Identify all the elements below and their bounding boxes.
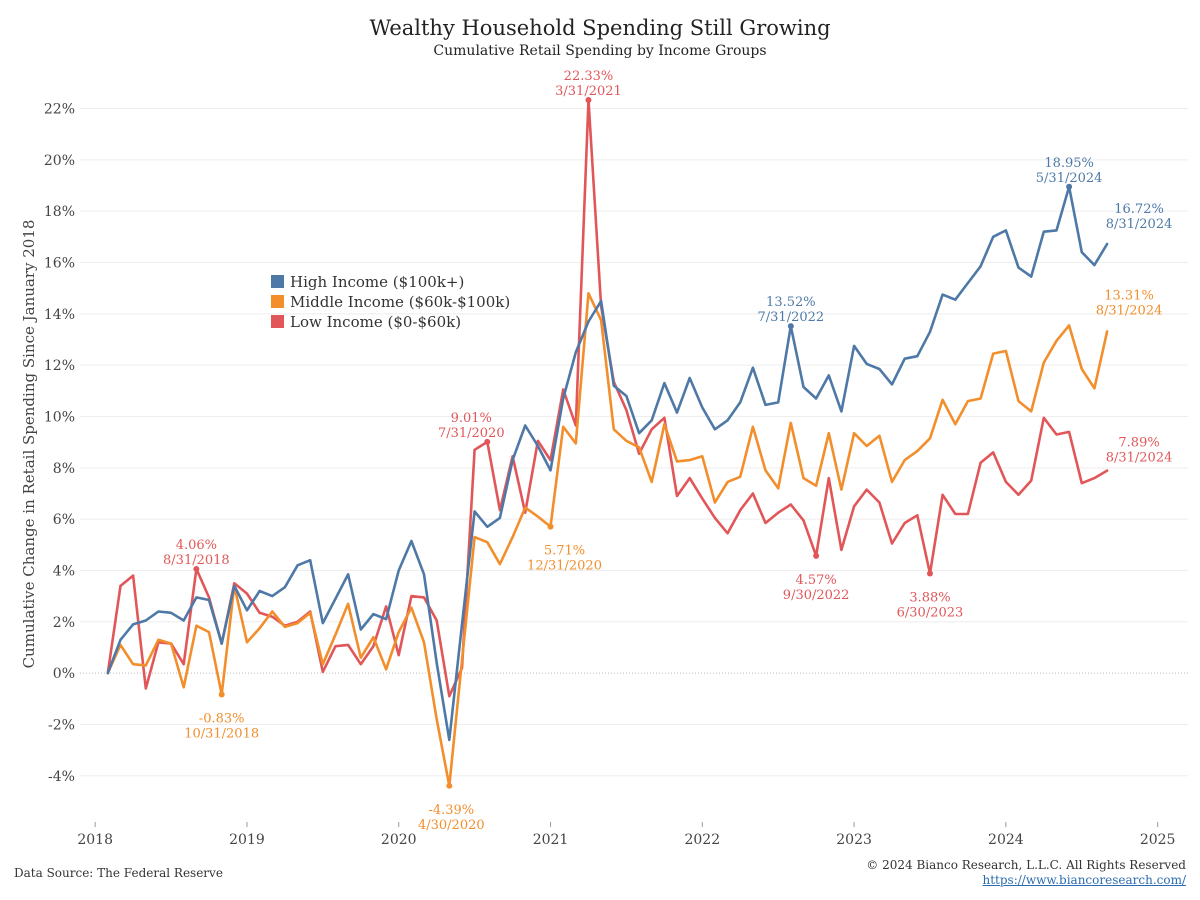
annotation-label: 16.72% 8/31/2024 — [1106, 202, 1173, 232]
annotation-point — [446, 782, 453, 789]
series-lines — [106, 98, 1109, 788]
copyright-text: © 2024 Bianco Research, L.L.C. All Right… — [866, 858, 1186, 872]
y-tick-label: 10% — [44, 409, 75, 425]
annotation-point — [218, 691, 225, 698]
y-tick-label: 4% — [53, 563, 75, 579]
y-tick-label: 18% — [44, 204, 75, 220]
legend-swatch — [271, 275, 284, 288]
annotation-label: 7.89% 8/31/2024 — [1106, 436, 1173, 466]
y-tick-label: 2% — [53, 615, 75, 631]
annotation-label: 13.31% 8/31/2024 — [1096, 289, 1163, 319]
x-tick-label: 2024 — [988, 832, 1024, 848]
legend-swatch — [271, 295, 284, 308]
data-source: Data Source: The Federal Reserve — [14, 866, 223, 880]
annotation-point — [787, 323, 794, 330]
annotation-label: 4.57% 9/30/2022 — [783, 573, 850, 603]
gridlines — [80, 107, 1188, 777]
legend-label: Middle Income ($60k-$100k) — [290, 293, 510, 311]
annotation-point — [813, 552, 820, 559]
annotation-point — [585, 97, 592, 104]
annotation-label: 13.52% 7/31/2022 — [758, 295, 825, 325]
series-line-0 — [106, 185, 1109, 742]
website-link[interactable]: https://www.biancoresearch.com/ — [982, 873, 1186, 887]
annotation-point — [1066, 183, 1073, 190]
y-tick-label: 12% — [44, 358, 75, 374]
x-tick-label: 2023 — [836, 832, 872, 848]
x-tick-label: 2018 — [77, 832, 113, 848]
x-tick-label: 2019 — [229, 832, 265, 848]
y-tick-label: 22% — [44, 101, 75, 117]
y-tick-label: -2% — [48, 717, 75, 733]
chart-title: Wealthy Household Spending Still Growing — [369, 16, 831, 40]
legend-label: High Income ($100k+) — [290, 273, 464, 291]
annotation-label: 22.33% 3/31/2021 — [555, 69, 622, 99]
annotation-label: 4.06% 8/31/2018 — [163, 538, 230, 568]
annotation-point — [484, 438, 491, 445]
x-tick-label: 2022 — [684, 832, 720, 848]
y-tick-label: 20% — [44, 153, 75, 169]
annotation-label: 18.95% 5/31/2024 — [1036, 156, 1103, 186]
annotation-label: -0.83% 10/31/2018 — [184, 711, 259, 741]
footer-credits: © 2024 Bianco Research, L.L.C. All Right… — [866, 858, 1186, 888]
y-tick-label: 14% — [44, 307, 75, 323]
x-tick-label: 2020 — [381, 832, 417, 848]
y-tick-label: -4% — [48, 769, 75, 785]
legend: High Income ($100k+) Middle Income ($60k-… — [271, 273, 510, 331]
y-tick-label: 0% — [53, 666, 75, 682]
x-tick-label: 2025 — [1140, 832, 1176, 848]
annotation-label: 5.71% 12/31/2020 — [527, 544, 602, 574]
x-tick-label: 2021 — [533, 832, 569, 848]
y-axis-label: Cumulative Change in Retail Spending Sin… — [20, 220, 38, 669]
y-tick-label: 6% — [53, 512, 75, 528]
series-line-1 — [106, 291, 1109, 788]
legend-label: Low Income ($0-$60k) — [290, 313, 461, 331]
y-tick-label: 8% — [53, 461, 75, 477]
y-tick-label: 16% — [44, 255, 75, 271]
chart-subtitle: Cumulative Retail Spending by Income Gro… — [433, 43, 767, 59]
annotation-point — [926, 570, 933, 577]
annotation-point — [547, 523, 554, 530]
annotation-label: 9.01% 7/31/2020 — [438, 411, 505, 441]
legend-swatch — [271, 315, 284, 328]
x-tick-labels: 2018 2019 2020 2021 2022 2023 2024 2025 — [77, 822, 1175, 848]
annotation-point — [193, 565, 200, 572]
y-tick-labels: 22% 20% 18% 16% 14% 12% 10% 8% 6% 4% 2% 0% -2% -4% — [44, 101, 75, 784]
annotation-label: -4.39% 4/30/2020 — [418, 803, 485, 833]
annotation-label: 3.88% 6/30/2023 — [897, 591, 964, 621]
